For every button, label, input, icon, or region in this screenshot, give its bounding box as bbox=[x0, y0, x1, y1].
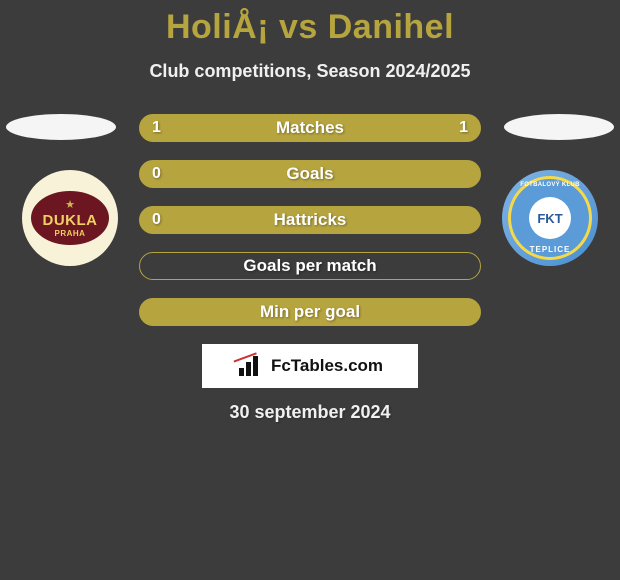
club-logo-right[interactable]: FOTBALOVÝ KLUB FKT TEPLICE bbox=[502, 170, 598, 266]
club-logo-left[interactable]: ★ DUKLA PRAHA bbox=[22, 170, 118, 266]
stat-value-left: 1 bbox=[152, 119, 161, 137]
stat-value-left: 0 bbox=[152, 211, 161, 229]
club-left-top-label: DUKLA bbox=[43, 212, 98, 229]
club-right-top-label: FOTBALOVÝ KLUB bbox=[520, 182, 580, 188]
watermark[interactable]: FcTables.com bbox=[202, 344, 418, 388]
subtitle: Club competitions, Season 2024/2025 bbox=[0, 61, 620, 82]
stat-label: Matches bbox=[276, 118, 344, 138]
chart-icon bbox=[237, 356, 265, 376]
club-left-bottom-label: PRAHA bbox=[55, 229, 86, 238]
club-right-center: FKT bbox=[529, 197, 571, 239]
stat-row-goals-per-match: Goals per match bbox=[139, 252, 481, 280]
stat-row-min-per-goal: Min per goal bbox=[139, 298, 481, 326]
stat-row-matches: 1 Matches 1 bbox=[139, 114, 481, 142]
player-marker-left bbox=[6, 114, 116, 140]
date-label: 30 september 2024 bbox=[0, 402, 620, 423]
club-right-bottom-label: TEPLICE bbox=[530, 245, 571, 254]
stat-label: Goals per match bbox=[243, 256, 376, 276]
dukla-badge: ★ DUKLA PRAHA bbox=[31, 191, 109, 245]
comparison-widget: HoliÅ¡ vs Danihel Club competitions, Sea… bbox=[0, 0, 620, 423]
stat-label: Hattricks bbox=[274, 210, 347, 230]
stat-value-left: 0 bbox=[152, 165, 161, 183]
player-marker-right bbox=[504, 114, 614, 140]
star-icon: ★ bbox=[65, 198, 75, 211]
stat-area: ★ DUKLA PRAHA FOTBALOVÝ KLUB FKT TEPLICE… bbox=[0, 114, 620, 326]
teplice-badge: FOTBALOVÝ KLUB FKT TEPLICE bbox=[508, 176, 592, 260]
watermark-text: FcTables.com bbox=[271, 356, 383, 376]
stat-value-right: 1 bbox=[459, 119, 468, 137]
stat-label: Goals bbox=[286, 164, 333, 184]
stat-label: Min per goal bbox=[260, 302, 360, 322]
stat-row-goals: 0 Goals bbox=[139, 160, 481, 188]
page-title: HoliÅ¡ vs Danihel bbox=[0, 8, 620, 47]
stats-list: 1 Matches 1 0 Goals 0 Hattricks Goals pe… bbox=[139, 114, 481, 326]
stat-row-hattricks: 0 Hattricks bbox=[139, 206, 481, 234]
